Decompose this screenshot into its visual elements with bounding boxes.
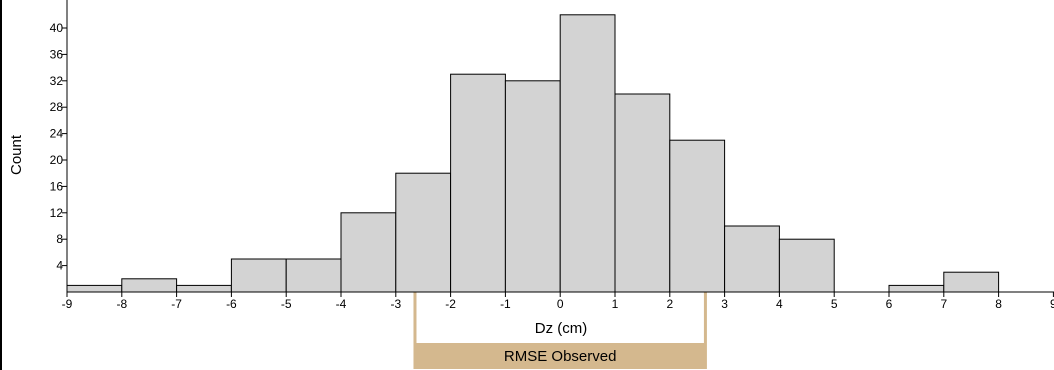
x-tick-label: 8 [995,297,1002,311]
rmse-annotation: RMSE Observed [413,292,707,369]
histogram-bar [778,238,835,293]
histogram-bar [888,284,945,293]
x-tick-label: 9 [1050,297,1054,311]
histogram-bar [943,271,1000,293]
rmse-band [413,343,707,369]
x-tick-label: 0 [557,297,564,311]
x-tick-label: 3 [721,297,728,311]
histogram-bar [121,278,178,293]
y-axis-title: Count [8,134,25,175]
bars-group [66,14,1000,293]
histogram-bar [559,14,616,293]
x-tick-label: -8 [116,297,127,311]
histogram-bar [724,225,780,293]
x-tick-label: -1 [500,297,511,311]
x-tick-label: -7 [171,297,182,311]
histogram-bar [230,258,287,293]
y-tick-label: 32 [50,74,64,88]
histogram-bar [395,172,452,293]
rmse-label: RMSE Observed [504,348,617,365]
histogram-bar [614,93,671,293]
histogram-bar [66,284,123,293]
x-tick-label: 1 [612,297,619,311]
x-tick-label: -6 [226,297,237,311]
x-tick-label: -5 [281,297,292,311]
x-tick-label: 4 [776,297,783,311]
x-tick-label: -9 [62,297,73,311]
y-tick-label: 20 [50,153,64,167]
y-tick-label: 36 [50,47,64,61]
x-tick-label: -3 [390,297,401,311]
x-tick-label: 2 [666,297,673,311]
y-tick-label: 8 [56,232,63,246]
x-tick-label: 6 [886,297,893,311]
x-tick-label: -2 [445,297,456,311]
y-tick-label: 24 [50,127,64,141]
histogram-bar [285,258,342,293]
histogram-bar [176,284,232,293]
histogram-bar [340,212,397,293]
y-tick-label: 12 [50,206,64,220]
y-tick-label: 28 [50,100,64,114]
rmse-bracket [413,292,707,343]
x-tick-label: 7 [940,297,947,311]
histogram-bar [669,139,726,293]
histogram-bar [450,73,506,293]
y-tick-label: 16 [50,179,64,193]
histogram-bar [504,80,561,293]
x-axis-title: Dz (cm) [535,320,588,337]
y-tick-label: 40 [50,21,64,35]
y-tick-label: 4 [56,259,63,273]
x-tick-label: 5 [831,297,838,311]
x-tick-label: -4 [336,297,347,311]
